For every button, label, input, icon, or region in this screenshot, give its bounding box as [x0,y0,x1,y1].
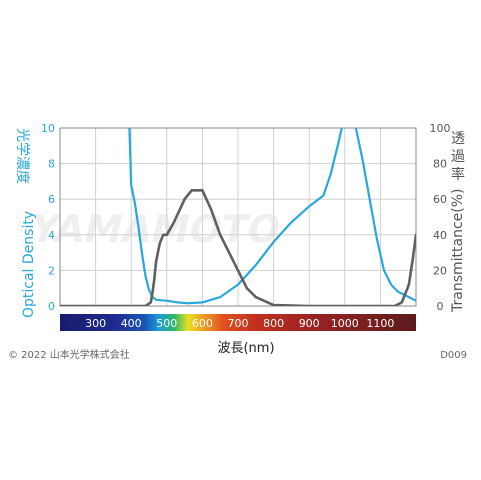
plot-frame [59,127,417,307]
figure-code: D009 [440,350,467,361]
right-axis-label-en: Transmittance(%) [450,189,466,314]
svg-text:率: 率 [451,166,465,183]
spectrum-tick-label: 300 [85,317,106,330]
svg-text:透: 透 [451,131,465,147]
right-tick-label: 0 [437,300,444,313]
x-axis-label: 波長(nm) [217,341,274,356]
left-tick-label: 4 [48,229,55,242]
left-tick-label: 6 [48,193,55,206]
left-tick-label: 8 [48,158,55,171]
left-tick-label: 10 [41,122,55,135]
copyright-text: © 2022 山本光学株式会社 [8,348,130,361]
right-tick-label: 100 [430,122,451,135]
spectrum-tick-labels: 300 400 500 600 700 800 900 1000 1100 [85,317,394,330]
series-group [60,128,416,306]
spectrum-tick-label: 700 [228,317,249,330]
spectrum-tick-label: 1100 [366,317,394,330]
optical-density-line [128,128,416,305]
left-tick-labels: 0 2 4 6 8 10 [41,122,55,313]
svg-text:YAMAMOTO: YAMAMOTO [25,207,284,252]
spectrum-band [60,314,416,331]
left-tick-label: 2 [48,264,55,277]
spectrum-tick-label: 400 [121,317,142,330]
spectrum-tick-label: 800 [263,317,284,330]
spectrum-tick-label: 500 [156,317,177,330]
right-tick-label: 80 [433,158,447,171]
left-axis-label-jp: 光学濃度 [14,128,30,184]
right-tick-label: 20 [433,264,447,277]
left-tick-label: 0 [48,300,55,313]
spectrum-tick-label: 900 [299,317,320,330]
right-tick-label: 60 [433,193,447,206]
left-axis-label-en: Optical Density [21,211,37,318]
right-tick-labels: 0 20 40 60 80 100 [430,122,451,313]
svg-text:過: 過 [451,149,465,165]
right-axis-label-jp: 透 過 率 [451,131,465,183]
watermark: YAMAMOTO [25,207,284,252]
spectrum-tick-label: 1000 [331,317,359,330]
right-tick-label: 40 [433,229,447,242]
transmittance-line [60,189,416,306]
spectrum-tick-label: 600 [192,317,213,330]
